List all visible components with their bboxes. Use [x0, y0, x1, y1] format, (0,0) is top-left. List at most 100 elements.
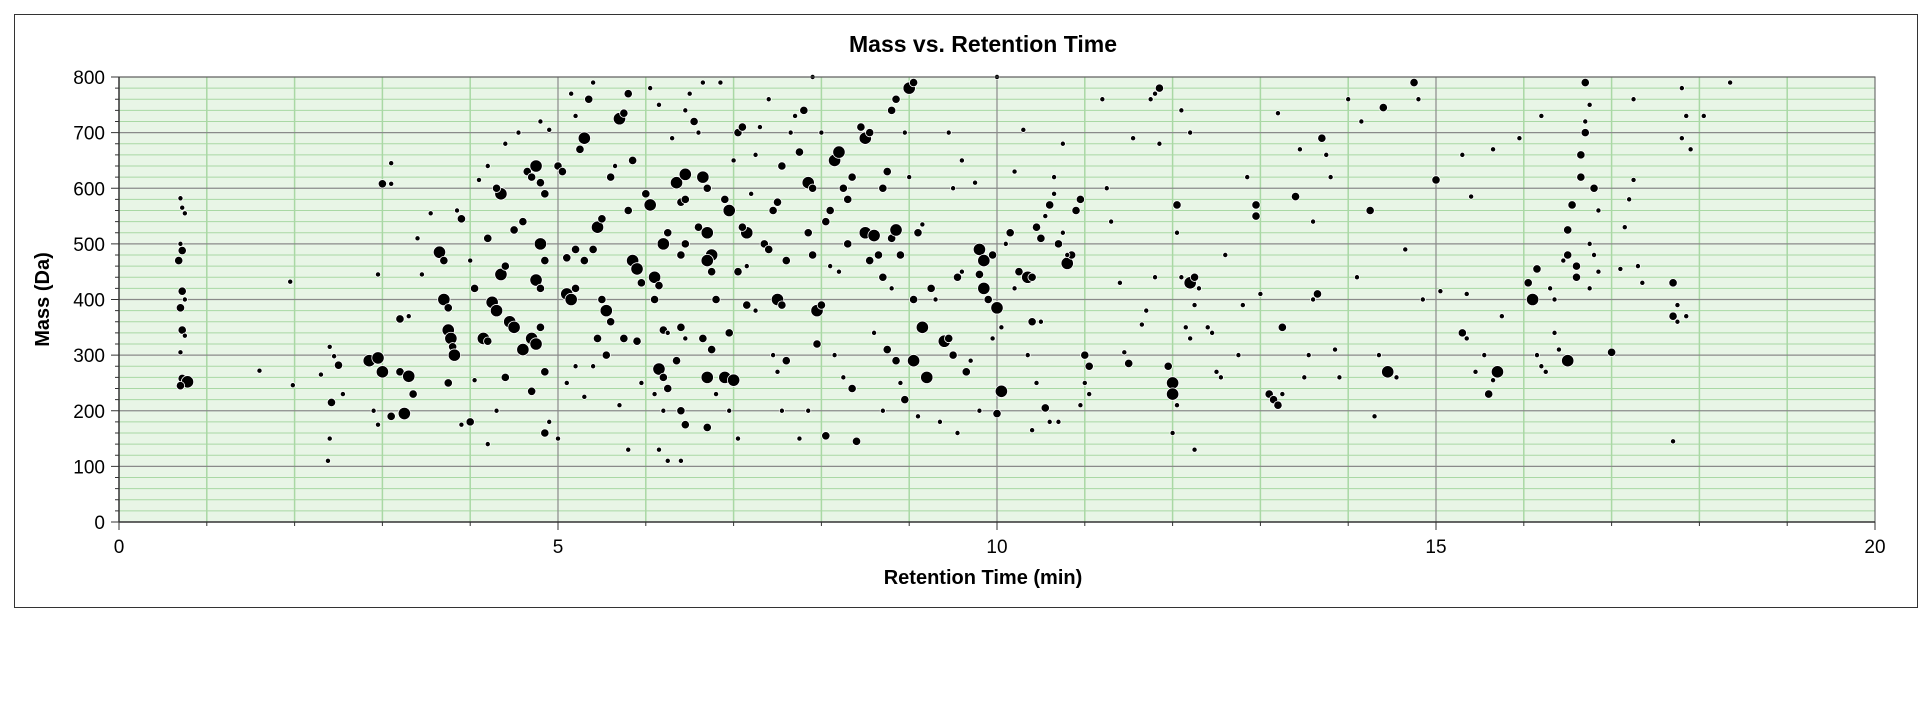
data-point	[584, 94, 594, 104]
chart-frame: 0 100 200 300 400 500 600 700 800 0 5 10 15 20 Mass v…	[14, 14, 1918, 608]
data-point	[1310, 296, 1317, 303]
data-point	[1626, 196, 1633, 203]
data-point	[693, 222, 704, 232]
data-point	[926, 283, 936, 293]
data-point	[529, 337, 543, 351]
data-point	[663, 228, 673, 238]
data-point	[742, 300, 752, 310]
data-point	[1005, 228, 1015, 238]
data-point	[752, 151, 759, 158]
data-point	[638, 379, 645, 386]
data-point	[700, 226, 714, 240]
data-point	[906, 354, 921, 368]
data-point	[908, 77, 919, 88]
data-point	[840, 374, 847, 381]
data-point	[1555, 346, 1562, 353]
data-point	[1595, 268, 1602, 275]
data-point	[1040, 403, 1050, 413]
data-point	[787, 129, 794, 136]
data-point	[1591, 251, 1598, 258]
data-point	[181, 332, 188, 339]
data-point	[1332, 346, 1339, 353]
data-point	[1472, 368, 1479, 375]
data-point	[856, 122, 866, 132]
data-point	[177, 240, 184, 247]
data-point	[1099, 96, 1106, 103]
data-point	[1381, 365, 1395, 379]
data-point	[1375, 352, 1382, 359]
data-point	[808, 250, 818, 260]
data-point	[764, 244, 774, 255]
data-point	[1589, 183, 1599, 193]
data-point	[669, 135, 676, 142]
data-point	[1542, 368, 1549, 375]
data-point	[765, 96, 772, 103]
data-point	[1683, 313, 1690, 320]
data-point	[967, 357, 974, 364]
data-point	[748, 190, 755, 197]
data-point	[888, 285, 895, 292]
data-point	[983, 294, 993, 305]
data-point	[581, 393, 588, 400]
data-point	[1191, 302, 1198, 309]
data-point	[577, 131, 591, 145]
data-point	[177, 195, 184, 202]
data-point	[371, 351, 385, 365]
data-point	[1156, 140, 1163, 147]
data-point	[1327, 174, 1334, 181]
data-point	[1002, 240, 1009, 247]
data-point	[331, 353, 338, 360]
data-point	[656, 237, 670, 251]
data-point	[1490, 146, 1497, 153]
data-point	[397, 406, 411, 421]
data-point	[483, 233, 493, 243]
data-point	[1561, 354, 1575, 368]
data-point	[1273, 400, 1283, 410]
data-point	[619, 333, 629, 344]
data-point	[370, 407, 377, 414]
data-point	[568, 90, 575, 97]
data-point	[1077, 402, 1084, 409]
data-point	[491, 183, 502, 193]
data-point	[700, 253, 714, 268]
data-point	[774, 368, 781, 375]
data-point	[601, 350, 611, 360]
data-point	[326, 343, 333, 350]
data-point	[625, 446, 632, 453]
data-point	[676, 322, 686, 332]
data-point	[734, 435, 741, 442]
data-point	[628, 155, 638, 166]
data-point	[944, 333, 954, 344]
data-point	[489, 304, 504, 318]
data-point	[932, 296, 939, 303]
data-point	[1027, 272, 1037, 282]
data-point	[1059, 229, 1066, 236]
data-point	[1051, 174, 1058, 181]
data-point	[1024, 352, 1031, 359]
data-point	[919, 221, 926, 228]
data-point	[1582, 118, 1589, 125]
data-point	[177, 349, 184, 356]
data-point	[540, 367, 550, 377]
data-point	[647, 270, 662, 284]
x-tick-label: 15	[1425, 537, 1446, 558]
data-point	[643, 198, 657, 212]
data-point	[989, 335, 996, 342]
data-point	[437, 292, 451, 307]
data-point	[1064, 251, 1071, 258]
data-point	[1182, 324, 1189, 331]
y-tick-label: 800	[73, 68, 105, 89]
data-point	[664, 329, 671, 336]
data-point	[720, 194, 730, 204]
data-point	[647, 85, 654, 92]
data-point	[920, 370, 934, 384]
data-point	[562, 253, 572, 263]
data-point	[948, 350, 958, 360]
data-point	[671, 356, 682, 366]
data-point	[447, 348, 461, 362]
data-point	[669, 176, 684, 190]
data-point	[1195, 285, 1202, 292]
data-point	[533, 237, 548, 251]
data-point	[1687, 146, 1694, 153]
data-point	[493, 407, 500, 414]
